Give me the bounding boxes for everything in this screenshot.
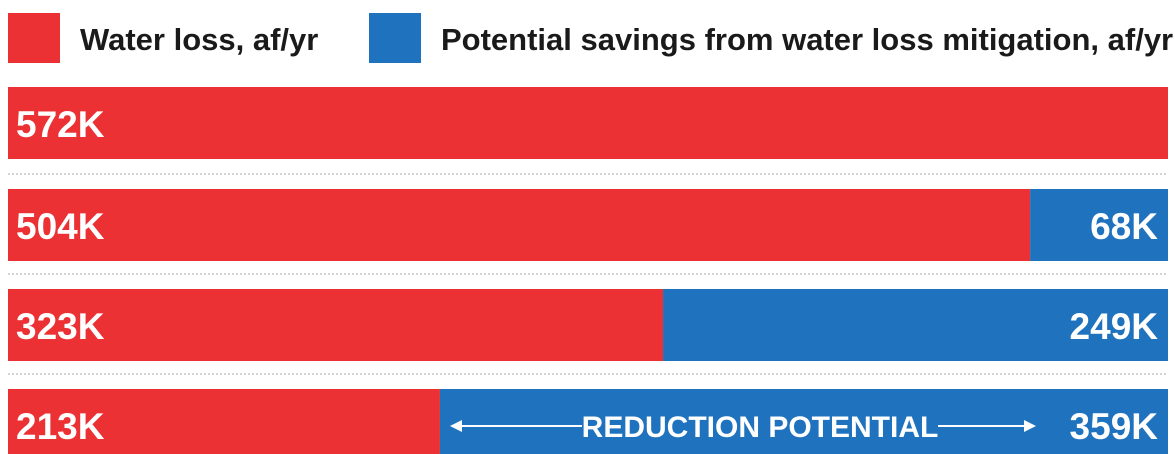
bar-potential-savings [1030,189,1168,261]
bar-label-potential-savings: 68K [1090,206,1158,247]
legend-label-water-loss: Water loss, af/yr [80,22,318,57]
legend-label-potential-savings: Potential savings from water loss mitiga… [441,22,1173,57]
reduction-potential-annotation: REDUCTION POTENTIAL [449,411,1036,444]
bar-potential-savings [439,389,1169,454]
bar-label-potential-savings: 359K [1070,406,1159,447]
arrow-right-head [1024,420,1036,432]
bar-water-loss [8,87,1168,159]
bar-potential-savings [663,289,1168,361]
legend-swatch-potential-savings [369,13,421,63]
bar-label-water-loss: 323K [16,306,105,347]
bar-label-water-loss: 572K [16,104,105,145]
reduction-potential-label: REDUCTION POTENTIAL [582,411,939,444]
bar-label-water-loss: 213K [16,406,105,447]
bar-labels: 572K 504K 68K 323K 249K 213K 359K [16,104,1158,447]
legend-swatch-water-loss [8,13,60,63]
row-separators [8,173,1168,375]
bar-water-loss [8,189,1031,261]
bar-water-loss [8,389,440,454]
legend: Water loss, af/yr Potential savings from… [8,13,1173,63]
bar-label-potential-savings: 249K [1070,306,1159,347]
bar-water-loss [8,289,664,361]
arrow-left-head [449,420,462,432]
bars [8,87,1169,454]
bar-label-water-loss: 504K [16,206,105,247]
